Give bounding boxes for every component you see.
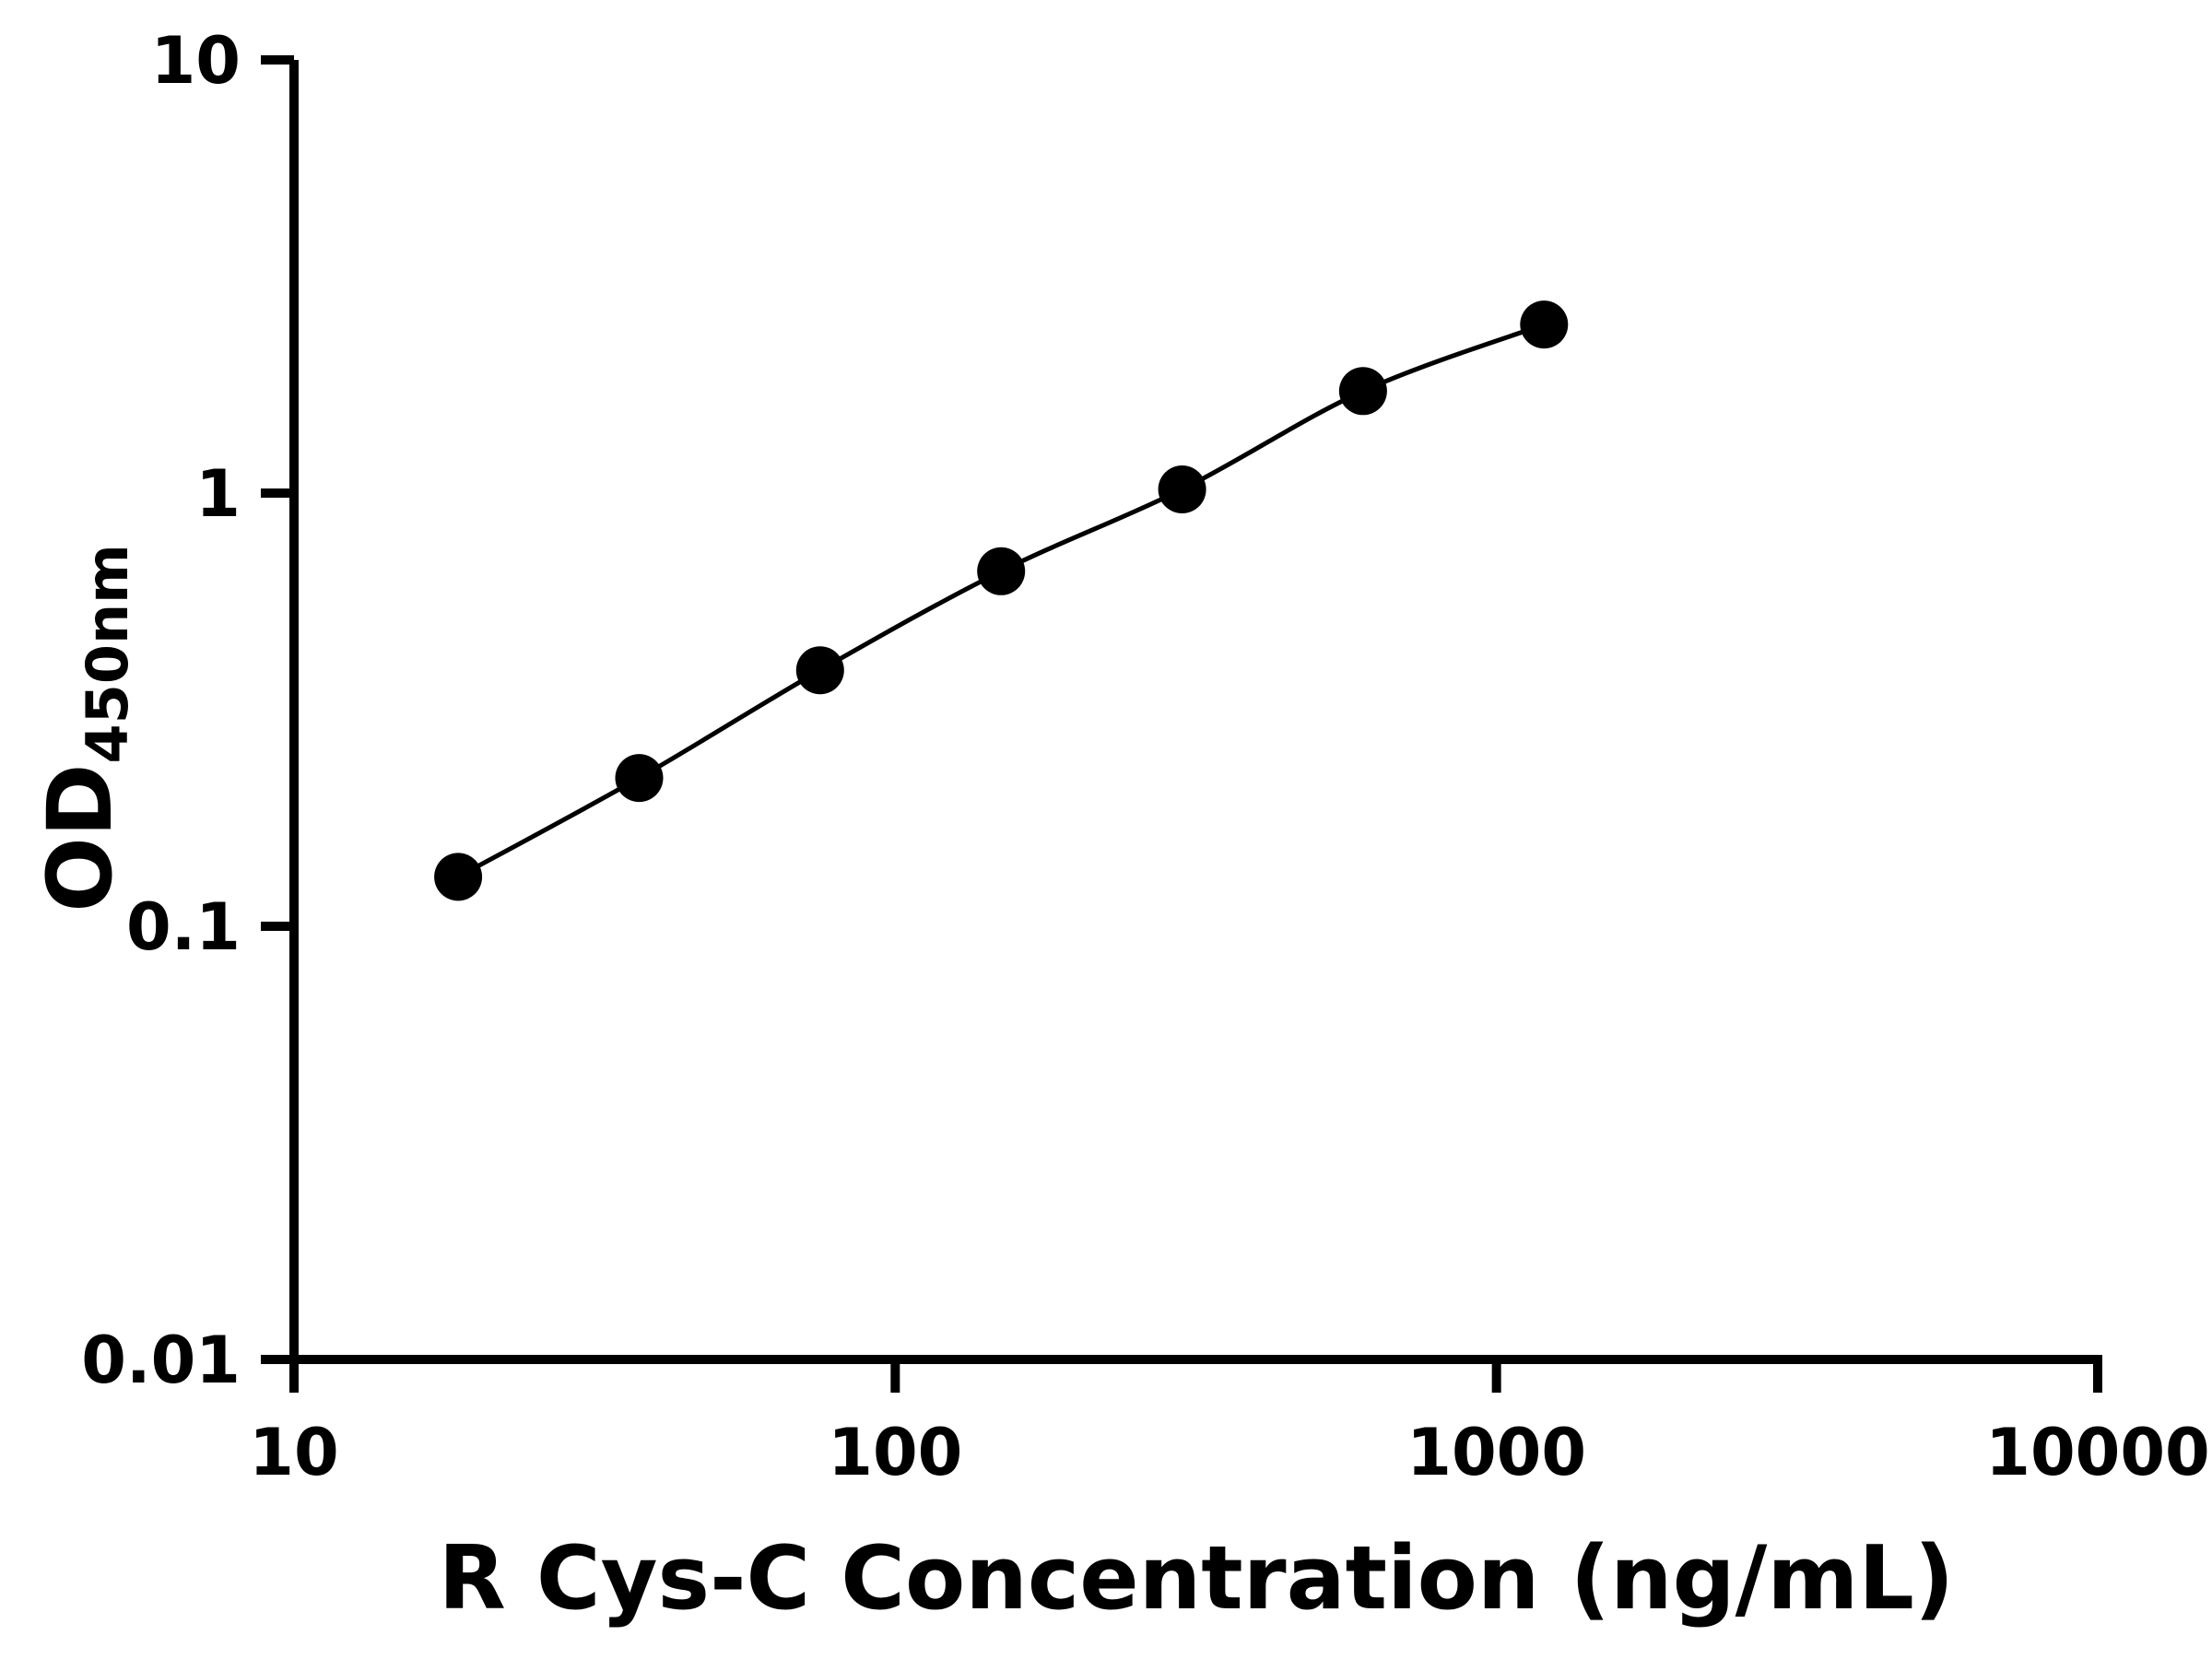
y-tick-label: 1 [195,456,241,532]
x-tick-label: 100 [828,1415,962,1490]
x-tick-label: 10 [249,1415,338,1490]
series-layer [434,300,1569,901]
data-point [1158,465,1206,513]
data-point [1520,300,1569,349]
data-point [1338,367,1387,416]
y-axis-title-main: OD [29,763,132,912]
data-point [615,754,664,803]
y-tick-label: 0.01 [81,1323,241,1398]
axes-layer [289,60,2102,1364]
standard-curve-line [456,322,1546,879]
data-point [977,547,1026,595]
y-tick-label: 10 [151,23,241,99]
x-tick-label: 1000 [1406,1415,1586,1490]
y-axis-title-subscript: 450nm [74,544,141,763]
x-axis-title: R Cys-C Concentration (ng/mL) [439,1528,1955,1630]
axis-spines [289,60,2102,1364]
y-tick-label: 0.1 [126,889,241,965]
ticks-layer [261,55,2102,1393]
x-tick-label: 10000 [1985,1415,2210,1490]
data-point [795,646,844,695]
data-point [434,853,483,901]
y-axis-title: OD450nm [29,544,141,912]
tick-labels-layer: 10 100 1000 10000 10 1 0.1 0.01 [81,23,2209,1490]
